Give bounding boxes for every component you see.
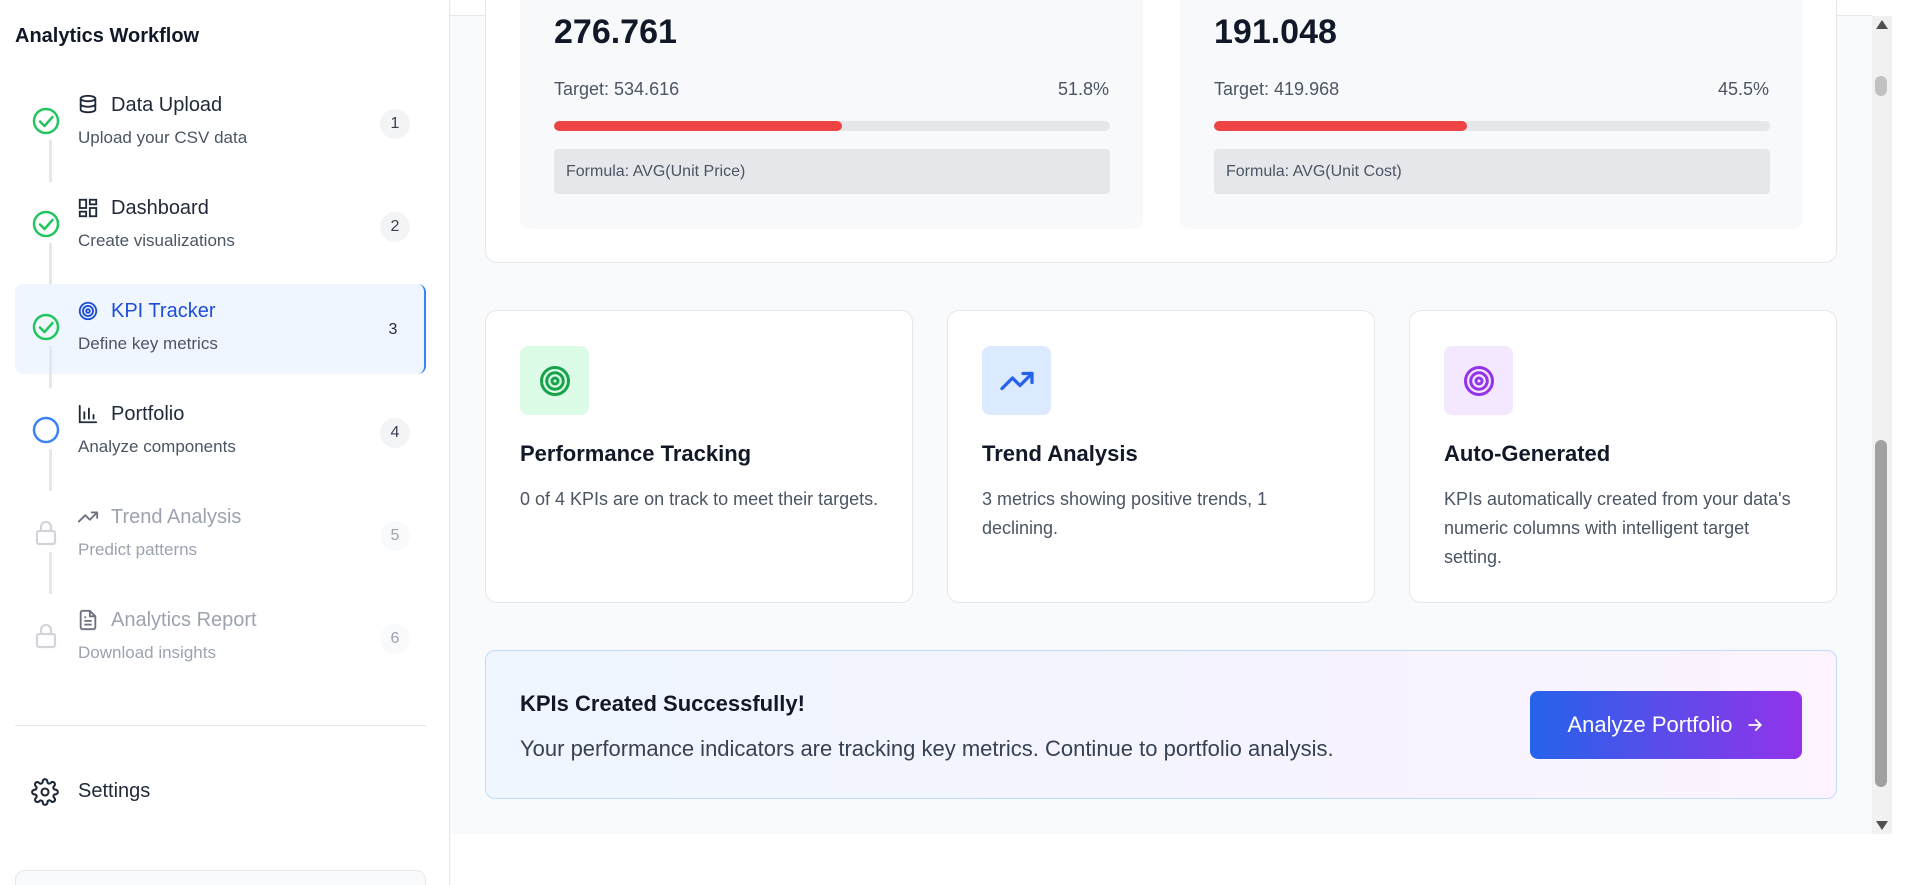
step-connector: [49, 140, 52, 182]
analyze-portfolio-button[interactable]: Analyze Portfolio: [1530, 691, 1802, 759]
scroll-up-arrow-icon[interactable]: [1876, 20, 1888, 29]
settings-label: Settings: [78, 780, 151, 802]
kpi-progress-fill: [1214, 121, 1467, 131]
feature-description: KPIs automatically created from your dat…: [1444, 489, 1791, 567]
gear-icon: [31, 778, 59, 806]
step-title: Trend Analysis: [111, 506, 242, 528]
feature-card-trend-analysis: Trend Analysis 3 metrics showing positiv…: [947, 310, 1375, 603]
step-number-badge: 2: [380, 212, 410, 242]
check-circle-icon: [31, 209, 61, 239]
analyze-portfolio-label: Analyze Portfolio: [1567, 712, 1733, 737]
scroll-track-segment: [1875, 76, 1887, 96]
kpi-percent: 45.5%: [1717, 79, 1769, 99]
step-number-badge: 4: [380, 418, 410, 448]
step-subtitle: Analyze components: [78, 437, 236, 456]
database-icon: [77, 94, 99, 116]
main-content: 276.761 Target: 534.616 51.8% Formula: A…: [450, 0, 1872, 834]
success-title: KPIs Created Successfully!: [520, 691, 805, 716]
step-subtitle: Define key metrics: [78, 334, 218, 353]
check-circle-icon: [31, 312, 61, 342]
scrollbar-thumb[interactable]: [1875, 440, 1887, 787]
kpi-card-unit-cost: 191.048 Target: 419.968 45.5% Formula: A…: [1180, 0, 1803, 229]
feature-card-auto-generated: Auto-Generated KPIs automatically create…: [1409, 310, 1837, 603]
kpi-card-unit-price: 276.761 Target: 534.616 51.8% Formula: A…: [520, 0, 1143, 229]
target-icon: [1444, 346, 1513, 415]
step-connector: [49, 346, 52, 388]
step-title: Portfolio: [111, 403, 185, 425]
feature-title: Auto-Generated: [1444, 441, 1611, 466]
step-number-badge: 3: [388, 321, 398, 338]
step-subtitle: Create visualizations: [78, 231, 235, 250]
kpi-value: 191.048: [1214, 13, 1337, 51]
step-number-badge: 5: [380, 521, 410, 551]
check-circle-icon: [31, 106, 61, 136]
kpi-progress-bar: [554, 121, 1110, 131]
arrow-right-icon: [1745, 715, 1765, 735]
vertical-scrollbar[interactable]: [1872, 16, 1892, 834]
success-description: Your performance indicators are tracking…: [520, 736, 1334, 761]
bar-chart-icon: [77, 403, 99, 425]
kpi-percent: 51.8%: [1057, 79, 1109, 99]
sidebar-item-analytics-report[interactable]: Analytics Report Download insights 6: [15, 593, 426, 683]
step-number-badge: 6: [380, 624, 410, 654]
sidebar-item-kpi-tracker[interactable]: KPI Tracker Define key metrics 3: [15, 284, 426, 388]
trending-up-icon: [982, 346, 1051, 415]
trending-up-icon: [77, 506, 99, 528]
step-title: Data Upload: [111, 94, 223, 116]
target-icon: [77, 300, 99, 322]
sidebar-item-portfolio[interactable]: Portfolio Analyze components 4: [15, 387, 426, 491]
step-number-badge: 1: [380, 109, 410, 139]
sidebar: Analytics Workflow Data Upload Upload yo…: [0, 0, 450, 885]
lock-icon: [31, 621, 61, 651]
step-connector: [49, 243, 52, 285]
lock-icon: [31, 518, 61, 548]
step-title: Analytics Report: [111, 609, 257, 631]
feature-title: Trend Analysis: [982, 441, 1138, 466]
step-connector: [49, 552, 52, 594]
step-title: KPI Tracker: [111, 300, 216, 322]
step-connector: [49, 449, 52, 491]
step-subtitle: Predict patterns: [78, 540, 198, 559]
kpi-target: Target: 419.968: [1214, 79, 1340, 99]
sidebar-item-trend-analysis[interactable]: Trend Analysis Predict patterns 5: [15, 490, 426, 594]
kpi-formula: Formula: AVG(Unit Price): [554, 149, 1110, 194]
step-subtitle: Upload your CSV data: [78, 128, 248, 147]
target-icon: [520, 346, 589, 415]
scroll-down-arrow-icon[interactable]: [1876, 821, 1888, 830]
kpi-value: 276.761: [554, 13, 677, 51]
feature-title: Performance Tracking: [520, 441, 752, 466]
kpi-progress-fill: [554, 121, 842, 131]
sidebar-footer-card: [15, 870, 426, 885]
grid-icon: [77, 197, 99, 219]
sidebar-item-data-upload[interactable]: Data Upload Upload your CSV data 1: [15, 78, 426, 182]
step-subtitle: Download insights: [78, 643, 216, 662]
success-banner: KPIs Created Successfully! Your performa…: [485, 650, 1837, 799]
feature-description: 3 metrics showing positive trends, 1 dec…: [982, 489, 1268, 538]
sidebar-divider: [15, 725, 426, 726]
kpi-panel: 276.761 Target: 534.616 51.8% Formula: A…: [485, 0, 1837, 263]
circle-icon: [31, 415, 61, 445]
feature-description: 0 of 4 KPIs are on track to meet their t…: [520, 489, 879, 509]
sidebar-item-dashboard[interactable]: Dashboard Create visualizations 2: [15, 181, 426, 285]
kpi-progress-bar: [1214, 121, 1770, 131]
step-title: Dashboard: [111, 197, 209, 219]
app-title: Analytics Workflow: [15, 25, 200, 47]
kpi-target: Target: 534.616: [554, 79, 680, 99]
kpi-formula: Formula: AVG(Unit Cost): [1214, 149, 1770, 194]
document-icon: [77, 609, 99, 631]
workflow-steps: Data Upload Upload your CSV data 1 Dashb…: [15, 78, 426, 696]
feature-card-performance-tracking: Performance Tracking 0 of 4 KPIs are on …: [485, 310, 913, 603]
settings-button[interactable]: Settings: [15, 772, 426, 812]
